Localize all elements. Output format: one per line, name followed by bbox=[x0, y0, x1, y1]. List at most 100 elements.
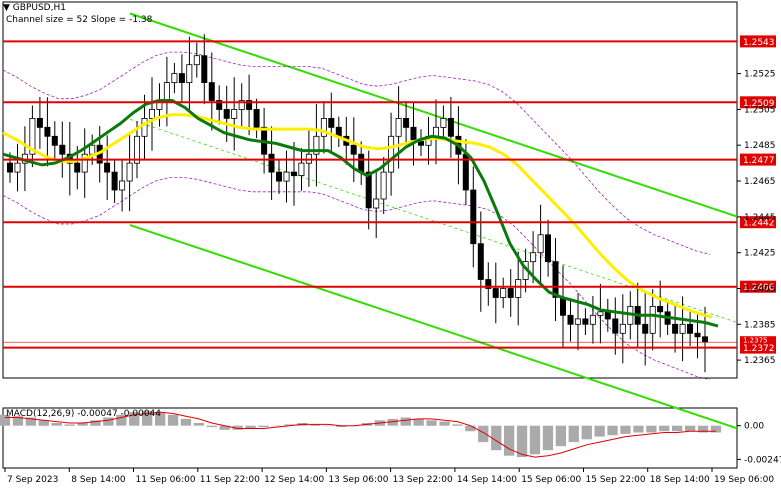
candle bbox=[365, 150, 372, 230]
macd-bar bbox=[193, 423, 204, 426]
candle-body bbox=[216, 100, 223, 110]
candle bbox=[567, 298, 574, 342]
current-price-tag bbox=[740, 336, 776, 345]
candle-body bbox=[238, 100, 245, 110]
candle bbox=[59, 121, 66, 178]
candle-body bbox=[672, 323, 679, 334]
candle-body bbox=[537, 234, 544, 254]
y-tick-label: 1.2525 bbox=[744, 70, 776, 80]
dropdown-triangle-icon[interactable]: ▼ bbox=[3, 3, 10, 13]
candle bbox=[515, 251, 522, 326]
y-tick-label: 1.2485 bbox=[744, 141, 776, 151]
candle bbox=[246, 74, 253, 136]
candle bbox=[29, 105, 36, 168]
candle-body bbox=[604, 311, 611, 320]
candle-body bbox=[290, 171, 297, 177]
candle-body bbox=[470, 189, 477, 245]
macd-bar bbox=[491, 425, 502, 451]
candle-body bbox=[320, 118, 327, 137]
macd-bar bbox=[245, 425, 256, 429]
candle-body bbox=[447, 118, 454, 137]
candle bbox=[208, 52, 215, 131]
macd-bar bbox=[155, 412, 166, 426]
candle bbox=[440, 105, 447, 141]
macd-bar bbox=[51, 423, 62, 426]
macd-bar bbox=[284, 424, 295, 426]
y-tick-label: 1.2385 bbox=[744, 320, 776, 330]
x-tick-label: 14 Sep 14:00 bbox=[457, 475, 517, 485]
candle-body bbox=[403, 118, 410, 128]
candle-body bbox=[410, 126, 417, 141]
candle bbox=[537, 204, 544, 283]
macd-bar bbox=[90, 420, 101, 426]
level-tag bbox=[740, 153, 776, 166]
candle-body bbox=[81, 153, 88, 173]
macd-bar bbox=[310, 424, 321, 426]
candle-body bbox=[694, 332, 701, 338]
candle-body bbox=[208, 82, 215, 101]
candle bbox=[14, 143, 21, 192]
candle-body bbox=[171, 73, 178, 83]
macd-bar bbox=[413, 418, 424, 426]
candle-body bbox=[163, 82, 170, 101]
candle bbox=[201, 34, 208, 105]
macd-bar bbox=[232, 425, 243, 430]
macd-bar bbox=[258, 425, 269, 428]
macd-bar bbox=[633, 425, 644, 433]
x-tick-label: 13 Sep 22:00 bbox=[393, 475, 453, 485]
candle-body bbox=[74, 162, 81, 173]
level-tag-label: 1.2372 bbox=[743, 344, 775, 354]
macd-tick-label: 0.00 bbox=[744, 422, 764, 432]
y-tick-label: 1.2405 bbox=[744, 285, 776, 295]
candle-body bbox=[388, 135, 395, 173]
macd-bar bbox=[400, 417, 411, 426]
macd-bar bbox=[116, 414, 127, 426]
level-tag-label: 1.2509 bbox=[743, 99, 775, 109]
candle-body bbox=[612, 318, 619, 334]
candle-body bbox=[29, 118, 36, 155]
candle bbox=[253, 98, 260, 139]
candle-body bbox=[642, 323, 649, 334]
candle bbox=[238, 83, 245, 127]
macd-bar bbox=[323, 425, 334, 427]
candle-body bbox=[567, 314, 574, 325]
candle bbox=[410, 101, 417, 166]
level-tag bbox=[740, 216, 776, 229]
candle bbox=[582, 308, 589, 335]
candle bbox=[216, 85, 223, 125]
x-tick-label: 12 Sep 14:00 bbox=[264, 475, 324, 485]
candle-body bbox=[507, 288, 514, 298]
symbol-label: GBPUSD,H1 bbox=[12, 3, 66, 13]
macd-bar bbox=[426, 420, 437, 426]
candle-body bbox=[597, 311, 604, 316]
candle-body bbox=[268, 153, 275, 173]
macd-bar bbox=[620, 425, 631, 434]
candle-body bbox=[515, 279, 522, 298]
channel-lower-line bbox=[129, 224, 738, 430]
macd-bar bbox=[685, 425, 696, 432]
macd-bar bbox=[12, 416, 24, 426]
candle-body bbox=[313, 135, 320, 155]
macd-bar bbox=[0, 414, 11, 426]
candle-body bbox=[395, 118, 402, 137]
candle bbox=[694, 311, 701, 359]
macd-bar bbox=[646, 425, 657, 433]
candle-body bbox=[193, 55, 200, 66]
candle bbox=[477, 211, 484, 312]
candle bbox=[290, 142, 297, 206]
macd-bar bbox=[452, 424, 463, 426]
y-tick-label: 1.2445 bbox=[744, 213, 776, 223]
candle bbox=[619, 294, 626, 364]
candle bbox=[36, 96, 43, 149]
candle bbox=[373, 168, 380, 238]
x-tick-label: 11 Sep 22:00 bbox=[200, 475, 260, 485]
candle bbox=[672, 304, 679, 353]
x-tick-label: 15 Sep 22:00 bbox=[586, 475, 646, 485]
candle-body bbox=[178, 73, 185, 83]
envelope-lower-line bbox=[2, 177, 711, 381]
candle bbox=[447, 96, 454, 158]
candle-body bbox=[283, 171, 290, 182]
symbol-title: ▼ GBPUSD,H1 bbox=[3, 3, 66, 13]
candle-body bbox=[530, 252, 537, 263]
candle-body bbox=[500, 288, 507, 298]
